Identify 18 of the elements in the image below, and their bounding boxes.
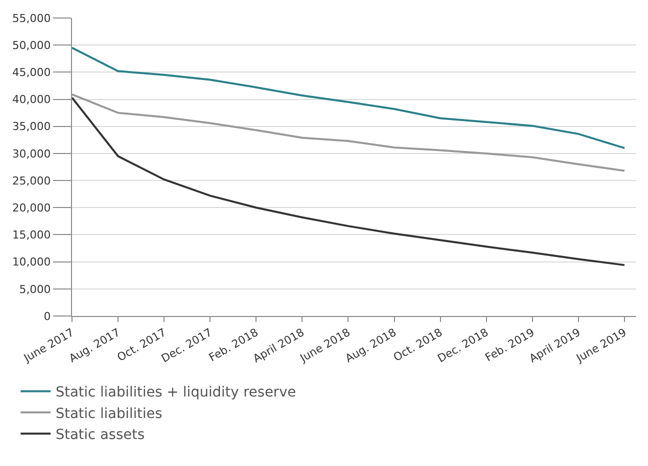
legend-label: Static liabilities <box>56 406 162 422</box>
y-tick-label: 25,000 <box>12 174 51 188</box>
y-tick-label: 10,000 <box>12 256 51 269</box>
y-tick-label: 30,000 <box>12 147 51 160</box>
y-tick-label: 55,000 <box>12 12 51 25</box>
y-tick-label: 20,000 <box>12 201 51 214</box>
legend-label: Static liabilities + liquidity reserve <box>56 384 296 401</box>
legend-label: Static assets <box>56 427 145 444</box>
y-tick-label: 15,000 <box>12 228 51 242</box>
y-tick-label: 0 <box>44 310 51 323</box>
y-tick-label: 50,000 <box>12 38 51 52</box>
line-series <box>72 46 626 150</box>
line-series <box>72 93 626 172</box>
y-tick-label: 40,000 <box>12 93 51 106</box>
y-tick-label: 5,000 <box>19 282 51 296</box>
y-tick-label: 35,000 <box>12 120 51 134</box>
line-series <box>72 96 626 266</box>
y-tick-label: 45,000 <box>12 66 51 80</box>
